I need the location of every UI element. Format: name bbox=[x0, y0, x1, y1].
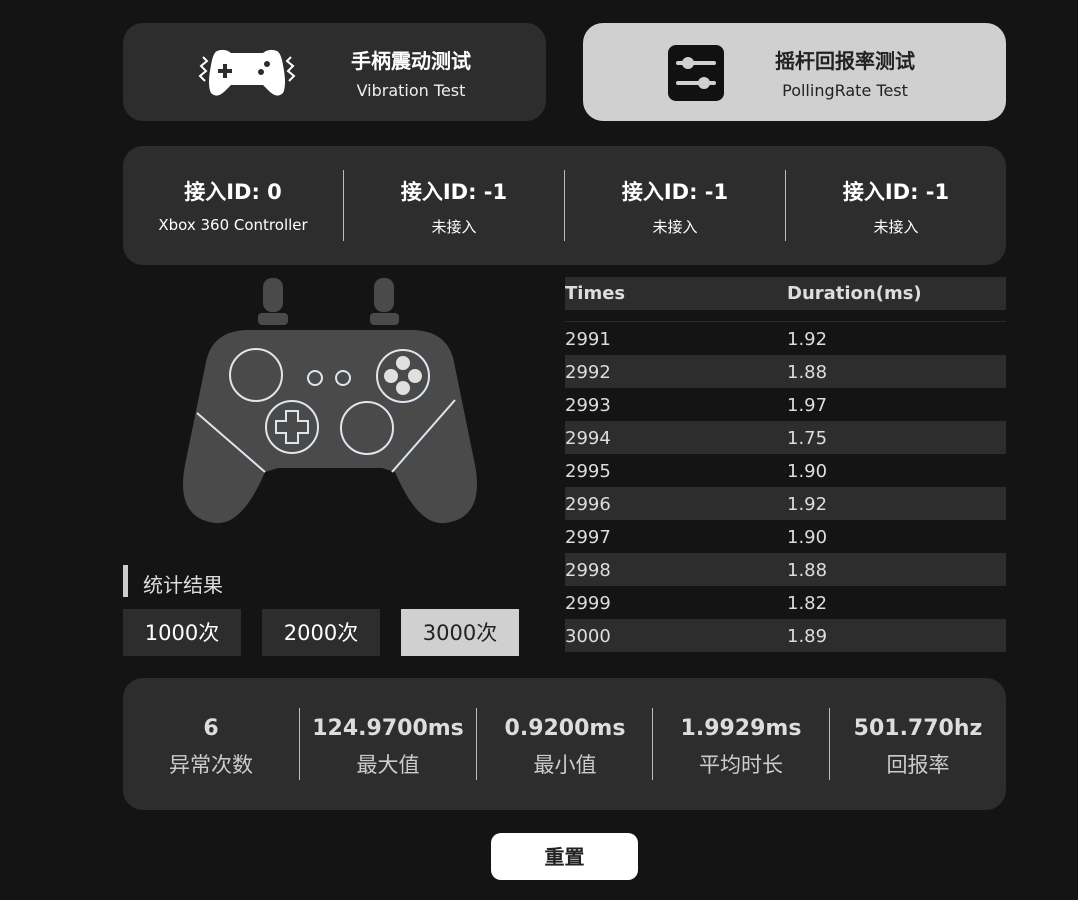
table-row: 2992 1.88 bbox=[565, 355, 1006, 388]
cell-duration: 1.90 bbox=[787, 461, 828, 482]
stat-anomaly-count: 6 异常次数 bbox=[123, 678, 299, 779]
stat-value: 124.9700ms bbox=[312, 716, 464, 741]
cell-times: 2998 bbox=[565, 560, 611, 581]
dpad-cross bbox=[275, 410, 309, 444]
stat-label: 回报率 bbox=[886, 753, 950, 777]
connection-slot: 接入ID: -1 未接入 bbox=[786, 146, 1006, 265]
cell-duration: 1.92 bbox=[787, 329, 828, 350]
cell-duration: 1.90 bbox=[787, 527, 828, 548]
tab-subtitle: PollingRate Test bbox=[782, 81, 908, 100]
stat-label: 异常次数 bbox=[169, 753, 253, 777]
table-row: 2998 1.88 bbox=[565, 553, 1006, 586]
table-header: Times Duration(ms) bbox=[565, 277, 1006, 310]
count-1000-button[interactable]: 1000次 bbox=[123, 609, 241, 656]
cell-duration: 1.97 bbox=[787, 395, 828, 416]
dpad bbox=[265, 400, 319, 454]
table-row: 2996 1.92 bbox=[565, 487, 1006, 520]
divider bbox=[652, 708, 653, 780]
divider bbox=[829, 708, 830, 780]
stats-panel: 6 异常次数 124.9700ms 最大值 0.9200ms 最小值 1.9929ms… bbox=[123, 678, 1006, 810]
connection-slot: 接入ID: -1 未接入 bbox=[565, 146, 785, 265]
column-header-duration: Duration(ms) bbox=[787, 283, 922, 304]
cell-times: 2997 bbox=[565, 527, 611, 548]
table-row: 2997 1.90 bbox=[565, 520, 1006, 553]
divider bbox=[785, 170, 786, 241]
cell-duration: 1.88 bbox=[787, 560, 828, 581]
tab-pollingrate-test[interactable]: 摇杆回报率测试 PollingRate Test bbox=[583, 23, 1006, 121]
left-trigger bbox=[263, 278, 283, 312]
table-row: 2994 1.75 bbox=[565, 421, 1006, 454]
connection-id: 接入ID: -1 bbox=[621, 180, 729, 204]
controller-illustration bbox=[183, 278, 477, 524]
connection-status: 未接入 bbox=[652, 218, 698, 236]
gamepad-vibration-icon bbox=[198, 49, 296, 96]
count-2000-button[interactable]: 2000次 bbox=[262, 609, 380, 656]
table-row: 2993 1.97 bbox=[565, 388, 1006, 421]
divider bbox=[343, 170, 344, 241]
connection-id: 接入ID: -1 bbox=[400, 180, 508, 204]
stat-min: 0.9200ms 最小值 bbox=[477, 678, 653, 779]
stat-max: 124.9700ms 最大值 bbox=[300, 678, 476, 779]
column-header-times: Times bbox=[565, 283, 626, 304]
right-bumper bbox=[370, 313, 399, 325]
connection-id: 接入ID: -1 bbox=[842, 180, 950, 204]
tab-subtitle: Vibration Test bbox=[356, 81, 466, 100]
view-button bbox=[307, 370, 323, 386]
cell-times: 2996 bbox=[565, 494, 611, 515]
stat-value: 6 bbox=[203, 716, 219, 741]
cell-duration: 1.89 bbox=[787, 626, 828, 647]
connection-status: Xbox 360 Controller bbox=[158, 216, 308, 234]
cell-times: 2992 bbox=[565, 362, 611, 383]
divider bbox=[299, 708, 300, 780]
polling-table: Times Duration(ms) 2991 1.92 2992 1.88 299… bbox=[565, 277, 1006, 652]
connection-status: 未接入 bbox=[873, 218, 919, 236]
stat-value: 501.770hz bbox=[853, 716, 983, 741]
connection-slot: 接入ID: -1 未接入 bbox=[344, 146, 564, 265]
right-trigger bbox=[374, 278, 394, 312]
section-marker bbox=[123, 565, 128, 597]
cell-times: 2993 bbox=[565, 395, 611, 416]
right-stick bbox=[340, 401, 394, 455]
face-buttons bbox=[376, 349, 430, 403]
cell-duration: 1.75 bbox=[787, 428, 828, 449]
cell-duration: 1.82 bbox=[787, 593, 828, 614]
divider bbox=[476, 708, 477, 780]
cell-times: 3000 bbox=[565, 626, 611, 647]
reset-button[interactable]: 重置 bbox=[491, 833, 638, 880]
tab-title: 摇杆回报率测试 bbox=[775, 49, 915, 73]
table-row: 3000 1.89 bbox=[565, 619, 1006, 652]
stat-label: 最小值 bbox=[533, 753, 597, 777]
connection-id: 接入ID: 0 bbox=[184, 180, 282, 204]
cell-times: 2999 bbox=[565, 593, 611, 614]
controller-body bbox=[183, 330, 477, 524]
cell-duration: 1.92 bbox=[787, 494, 828, 515]
divider bbox=[564, 170, 565, 241]
stat-label: 最大值 bbox=[356, 753, 420, 777]
cell-times: 2994 bbox=[565, 428, 611, 449]
stat-polling-rate: 501.770hz 回报率 bbox=[830, 678, 1006, 779]
left-stick bbox=[229, 348, 283, 402]
stat-label: 平均时长 bbox=[699, 753, 783, 777]
tab-vibration-test[interactable]: 手柄震动测试 Vibration Test bbox=[123, 23, 546, 121]
connection-slot: 接入ID: 0 Xbox 360 Controller bbox=[123, 146, 343, 265]
sliders-icon bbox=[668, 45, 724, 101]
stat-value: 0.9200ms bbox=[504, 716, 626, 741]
tab-title: 手柄震动测试 bbox=[351, 49, 471, 73]
count-3000-button[interactable]: 3000次 bbox=[401, 609, 519, 656]
connection-status: 未接入 bbox=[431, 218, 477, 236]
connection-panel: 接入ID: 0 Xbox 360 Controller 接入ID: -1 未接入 接… bbox=[123, 146, 1006, 265]
stat-average: 1.9929ms 平均时长 bbox=[653, 678, 829, 779]
left-bumper bbox=[258, 313, 288, 325]
cell-times: 2995 bbox=[565, 461, 611, 482]
table-row: 2991 1.92 bbox=[565, 322, 1006, 355]
cell-duration: 1.88 bbox=[787, 362, 828, 383]
summary-title: 统计结果 bbox=[143, 573, 223, 597]
table-row: 2995 1.90 bbox=[565, 454, 1006, 487]
cell-times: 2991 bbox=[565, 329, 611, 350]
menu-button bbox=[335, 370, 351, 386]
table-row: 2999 1.82 bbox=[565, 586, 1006, 619]
stat-value: 1.9929ms bbox=[680, 716, 802, 741]
